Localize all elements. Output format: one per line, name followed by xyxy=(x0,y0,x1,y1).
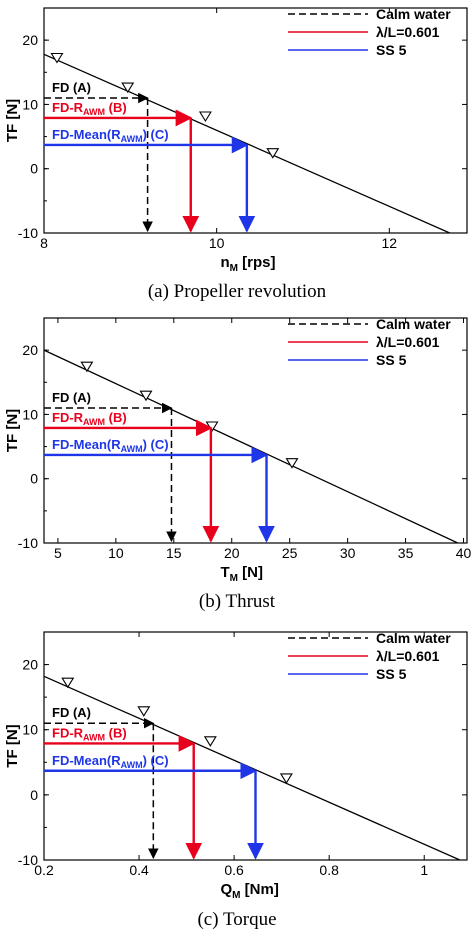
x-tick-label: 0.6 xyxy=(224,862,244,878)
annotation-label: FD (A) xyxy=(52,705,91,720)
x-tick-label: 12 xyxy=(382,235,398,251)
fit-line xyxy=(44,675,461,860)
x-tick-label: 5 xyxy=(54,545,62,561)
x-tick-label: 8 xyxy=(40,235,48,251)
data-marker xyxy=(61,677,75,689)
caption-c: (c) Torque xyxy=(197,909,277,930)
y-tick-label: 10 xyxy=(22,96,38,112)
caption-b: (b) Thrust xyxy=(198,591,276,612)
legend-label: Calm water xyxy=(376,316,451,332)
data-marker xyxy=(139,390,153,402)
chart-a: -10 0 10 20 8 10 12 TF [N] nM [rps] FD (A) FD-RAWM… xyxy=(4,6,468,274)
y-tick-label: 0 xyxy=(30,471,38,487)
y-tick-label: 20 xyxy=(22,32,38,48)
x-tick-label: 10 xyxy=(108,545,124,561)
legend-label: λ/L=0.601 xyxy=(376,648,440,664)
x-axis-label: TM [N] xyxy=(221,564,264,584)
x-tick-label: 15 xyxy=(166,545,182,561)
x-tick-label: 0.4 xyxy=(129,862,149,878)
x-tick-label: 40 xyxy=(456,545,472,561)
annotation-label: FD-RAWM (B) xyxy=(52,410,127,427)
legend-label: SS 5 xyxy=(376,42,407,58)
annotation-label: FD-Mean(RAWM) (C) xyxy=(52,127,169,144)
data-marker xyxy=(266,148,280,159)
x-tick-label: 35 xyxy=(398,545,414,561)
data-marker xyxy=(279,773,293,784)
x-tick-label: 10 xyxy=(209,235,225,251)
data-marker xyxy=(80,361,94,373)
data-marker xyxy=(285,458,299,469)
y-axis-label: TF [N] xyxy=(4,409,21,452)
x-tick-label: 30 xyxy=(340,545,356,561)
panel-a: -10 0 10 20 8 10 12 TF [N] nM [rps] FD (A) FD-RAWM… xyxy=(0,0,474,310)
y-tick-label: 10 xyxy=(22,722,38,738)
y-tick-label: 10 xyxy=(22,406,38,422)
data-marker xyxy=(203,736,217,747)
legend-label: SS 5 xyxy=(376,666,407,682)
y-tick-label: 0 xyxy=(30,787,38,803)
x-tick-label: 0.2 xyxy=(34,862,54,878)
y-tick-label: -10 xyxy=(18,852,38,868)
x-tick-label: 1 xyxy=(420,862,428,878)
annotation-label: FD-RAWM (B) xyxy=(52,100,127,117)
fit-line xyxy=(44,349,459,543)
y-tick-label: 0 xyxy=(30,161,38,177)
x-axis-label: nM [rps] xyxy=(221,254,276,274)
plot-area xyxy=(44,52,450,233)
annotation-label: FD-Mean(RAWM) (C) xyxy=(52,753,169,770)
data-marker xyxy=(121,82,135,94)
legend-label: SS 5 xyxy=(376,352,407,368)
x-tick-label: 20 xyxy=(224,545,240,561)
data-marker xyxy=(50,52,64,64)
annotation-label: FD-RAWM (B) xyxy=(52,725,127,742)
panel-c: -10 0 10 20 0.2 0.4 0.6 0.8 1 TF [N] QM [Nm] FD (A)… xyxy=(0,620,474,939)
chart-c: -10 0 10 20 0.2 0.4 0.6 0.8 1 TF [N] QM [Nm] FD (A)… xyxy=(4,630,468,900)
legend-label: λ/L=0.601 xyxy=(376,334,440,350)
data-marker xyxy=(137,706,151,717)
chart-b: -10 0 10 20 5 10 15 20 25 30 35 40 TF [N] TM [N] FD (A… xyxy=(4,316,472,584)
plot-frame xyxy=(43,7,468,234)
plot-area xyxy=(44,675,461,860)
x-tick-label: 0.8 xyxy=(319,862,339,878)
annotation-label: FD (A) xyxy=(52,390,91,405)
annotation-label: FD-Mean(RAWM) (C) xyxy=(52,437,169,454)
plot-frame xyxy=(43,317,468,544)
y-axis-label: TF [N] xyxy=(4,724,21,767)
plot-area xyxy=(44,349,459,543)
y-tick-label: 20 xyxy=(22,342,38,358)
caption-a: (a) Propeller revolution xyxy=(147,281,327,302)
legend-label: Calm water xyxy=(376,6,451,22)
y-tick-label: -10 xyxy=(18,535,38,551)
legend-label: Calm water xyxy=(376,630,451,646)
data-marker xyxy=(198,111,212,123)
y-tick-label: 20 xyxy=(22,657,38,673)
panel-b: -10 0 10 20 5 10 15 20 25 30 35 40 TF [N] TM [N] FD (A… xyxy=(0,310,474,620)
annotation-label: FD (A) xyxy=(52,80,91,95)
legend-label: λ/L=0.601 xyxy=(376,24,440,40)
plot-frame xyxy=(43,631,468,861)
x-axis-label: QM [Nm] xyxy=(221,881,279,900)
y-axis-label: TF [N] xyxy=(4,99,21,142)
x-tick-label: 25 xyxy=(282,545,298,561)
y-tick-label: -10 xyxy=(18,225,38,241)
